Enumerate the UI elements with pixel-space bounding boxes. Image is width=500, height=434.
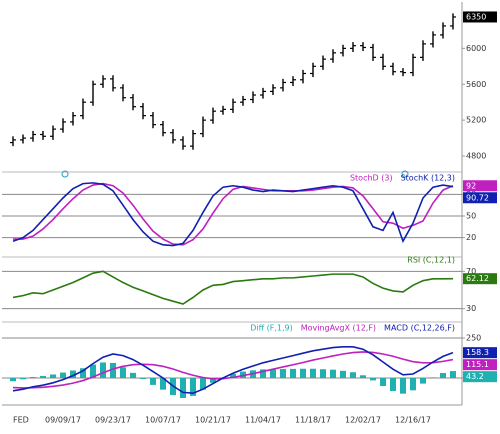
histogram-bar: [140, 378, 146, 379]
legend-entry: MovingAvgX (12,F): [301, 324, 376, 333]
histogram-bar: [200, 378, 206, 390]
histogram-bar: [60, 372, 66, 378]
series-line: [13, 182, 454, 246]
last-value-box: [463, 180, 497, 192]
histogram-bar: [80, 368, 86, 378]
y-tick-label: 5200: [466, 116, 486, 125]
histogram-bar: [410, 378, 416, 391]
histogram-bar: [100, 362, 106, 378]
histogram-bar: [130, 372, 136, 378]
histogram-bar: [40, 375, 46, 378]
y-tick-label: 4800: [466, 152, 486, 161]
x-tick-label: FED: [13, 416, 29, 425]
histogram-bar: [20, 378, 26, 380]
histogram-bar: [90, 364, 96, 378]
y-tick-label: 30: [466, 304, 476, 313]
x-tick-label: 11/18/17: [295, 416, 331, 425]
legend-entry: Diff (F,1,9): [250, 324, 293, 333]
histogram-bar: [420, 378, 426, 384]
histogram-bar: [150, 378, 156, 385]
histogram-bar: [120, 367, 126, 378]
series-line: [12, 346, 454, 395]
x-tick-label: 09/23/17: [95, 416, 131, 425]
series-line: [12, 270, 454, 305]
y-tick-label: 70: [466, 267, 476, 276]
histogram-bar: [400, 378, 406, 394]
last-value-label: 62.12: [466, 274, 489, 283]
y-tick-label: 6000: [466, 44, 486, 53]
histogram-bar: [360, 375, 366, 378]
histogram-bar: [390, 378, 396, 391]
y-tick-label: 250: [466, 334, 481, 343]
x-tick-label: 12/16/17: [395, 416, 431, 425]
last-value-box: [463, 371, 497, 383]
x-tick-label: 12/02/17: [345, 416, 381, 425]
x-tick-label: 11/04/17: [245, 416, 281, 425]
histogram-bar: [230, 373, 236, 378]
histogram-bar: [160, 378, 166, 390]
last-value-label: 90.72: [466, 193, 489, 202]
y-tick-label: 50: [466, 212, 476, 221]
last-value-label: 158.3: [466, 348, 489, 357]
histogram-bar: [110, 362, 116, 378]
series-line: [12, 351, 454, 389]
x-tick-label: 10/07/17: [145, 416, 181, 425]
histogram-bar: [330, 369, 336, 378]
event-icon: [401, 170, 409, 178]
x-tick-label: 10/21/17: [195, 416, 231, 425]
legend-entry: RSI (C,12,1): [407, 256, 455, 265]
histogram-bar: [190, 378, 196, 396]
y-tick-label: 5600: [466, 80, 486, 89]
histogram-bar: [280, 369, 286, 378]
histogram-bar: [180, 378, 186, 398]
histogram-bar: [340, 370, 346, 378]
histogram-bar: [380, 378, 386, 386]
last-value-label: 43.2: [466, 372, 484, 381]
legend-entry: StochD (3): [350, 174, 393, 183]
histogram-bar: [50, 374, 56, 378]
histogram-bar: [210, 378, 216, 383]
histogram-bar: [30, 377, 36, 378]
last-value-box: [463, 359, 497, 371]
legend-entry: StochK (12,3): [401, 174, 455, 183]
histogram-bar: [370, 378, 376, 381]
legend-entry: MACD (C,12,26,F): [384, 324, 455, 333]
last-value-label: 6350: [466, 12, 486, 21]
histogram-bar: [300, 368, 306, 378]
x-tick-label: 09/09/17: [45, 416, 81, 425]
histogram-bar: [430, 377, 436, 378]
last-value-box: [463, 11, 497, 23]
histogram-bar: [440, 373, 446, 378]
histogram-bar: [310, 368, 316, 378]
histogram-bar: [320, 369, 326, 378]
histogram-bar: [70, 370, 76, 378]
event-icon: [61, 170, 69, 178]
y-tick-label: 20: [466, 233, 476, 242]
histogram-bar: [260, 369, 266, 378]
last-value-label: 115.1: [466, 360, 489, 369]
last-value-label: 92: [466, 181, 476, 190]
last-value-box: [463, 273, 497, 285]
histogram-bar: [10, 378, 16, 382]
histogram-bar: [450, 371, 456, 378]
last-value-box: [463, 192, 497, 204]
series-line: [12, 182, 454, 247]
histogram-bar: [270, 369, 276, 378]
histogram-bar: [350, 372, 356, 378]
last-value-box: [463, 347, 497, 359]
histogram-bar: [290, 368, 296, 378]
